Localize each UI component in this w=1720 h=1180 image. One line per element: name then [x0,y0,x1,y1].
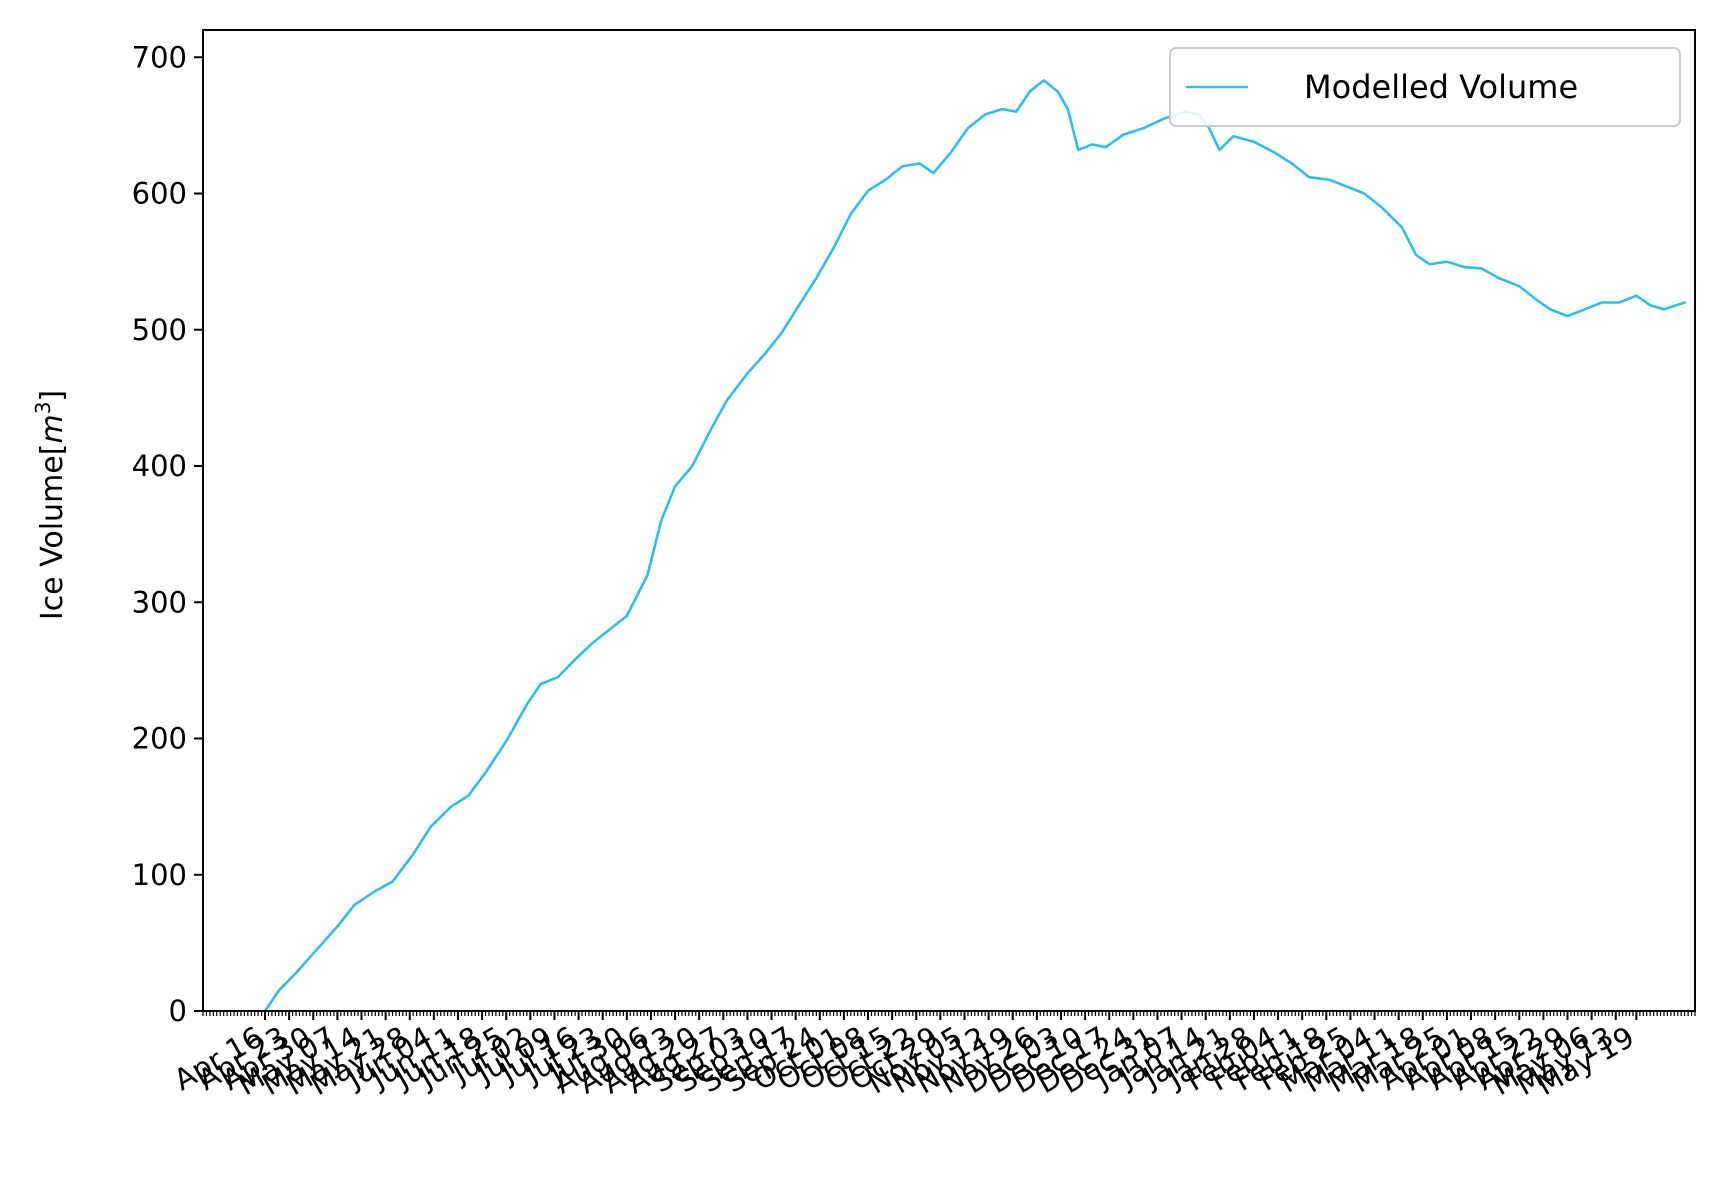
y-tick-label: 400 [132,449,187,483]
y-tick-label: 500 [132,313,187,347]
y-tick-label: 700 [132,40,187,74]
y-tick-label: 600 [132,177,187,211]
series-line-0 [263,79,1686,1013]
y-tick-label: 200 [132,722,187,756]
y-tick-label: 300 [132,585,187,619]
plot-frame [202,29,1696,1012]
legend: Modelled Volume [1169,47,1681,127]
y-tick-label: 100 [132,858,187,892]
legend-box [1169,47,1681,127]
y-tick-label: 0 [169,994,187,1028]
y-axis: 0 100 200 300 400 500 600 700 [132,40,203,1028]
plot-area [263,79,1686,1013]
y-axis-label: Ice Volume[m3] [31,390,70,620]
legend-label: Modelled Volume [1304,68,1578,106]
